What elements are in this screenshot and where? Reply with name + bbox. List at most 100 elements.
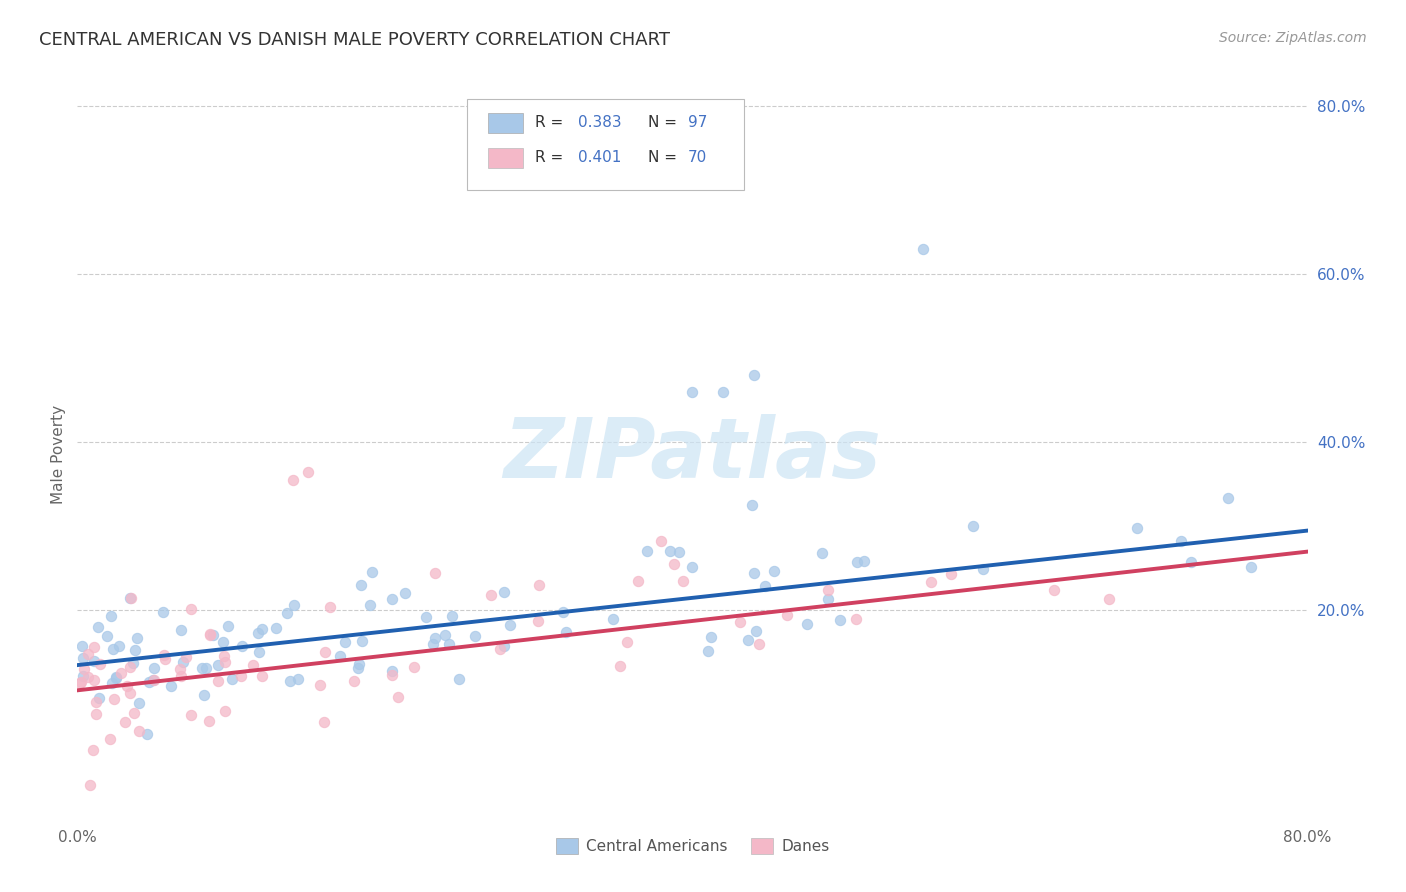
- Point: [180, 707, 202, 722]
- Point: [82, 743, 104, 757]
- Point: [742, 368, 765, 382]
- Text: 0.401: 0.401: [578, 151, 621, 165]
- Point: [264, 621, 287, 635]
- Point: [659, 544, 682, 558]
- Point: [214, 649, 236, 664]
- Text: N =: N =: [648, 151, 682, 165]
- Point: [817, 591, 839, 606]
- Point: [681, 559, 703, 574]
- Point: [343, 673, 366, 688]
- Point: [104, 672, 127, 686]
- Point: [441, 609, 464, 624]
- Point: [283, 598, 305, 612]
- Point: [83, 640, 105, 654]
- Point: [98, 731, 121, 746]
- Point: [77, 670, 100, 684]
- Point: [1126, 521, 1149, 535]
- Point: [422, 637, 444, 651]
- Point: [748, 637, 770, 651]
- Point: [198, 628, 221, 642]
- Point: [69, 675, 91, 690]
- Point: [333, 634, 356, 648]
- Legend: Central Americans, Danes: Central Americans, Danes: [550, 832, 835, 861]
- Point: [96, 630, 118, 644]
- Point: [250, 669, 273, 683]
- Text: CENTRAL AMERICAN VS DANISH MALE POVERTY CORRELATION CHART: CENTRAL AMERICAN VS DANISH MALE POVERTY …: [39, 31, 671, 49]
- Point: [176, 649, 198, 664]
- Point: [489, 642, 512, 657]
- Point: [143, 673, 166, 687]
- Point: [118, 659, 141, 673]
- Point: [214, 655, 236, 669]
- Point: [136, 727, 159, 741]
- Point: [170, 669, 193, 683]
- Point: [104, 670, 127, 684]
- Point: [141, 673, 163, 688]
- Text: Source: ZipAtlas.com: Source: ZipAtlas.com: [1219, 31, 1367, 45]
- Point: [845, 612, 868, 626]
- Point: [464, 629, 486, 643]
- Point: [115, 679, 138, 693]
- Point: [107, 639, 129, 653]
- Point: [817, 583, 839, 598]
- Point: [76, 647, 98, 661]
- Point: [527, 615, 550, 629]
- Point: [152, 606, 174, 620]
- Point: [127, 632, 149, 646]
- Point: [72, 651, 94, 665]
- Point: [124, 643, 146, 657]
- Point: [796, 616, 818, 631]
- Point: [89, 657, 111, 671]
- Point: [352, 634, 374, 648]
- Point: [492, 585, 515, 599]
- Point: [941, 566, 963, 581]
- FancyBboxPatch shape: [488, 148, 523, 169]
- Point: [439, 637, 461, 651]
- Point: [72, 669, 94, 683]
- Text: 0.383: 0.383: [578, 115, 621, 130]
- Point: [200, 627, 222, 641]
- Point: [242, 657, 264, 672]
- Point: [361, 565, 384, 579]
- Point: [190, 661, 212, 675]
- Point: [347, 657, 370, 672]
- Point: [425, 631, 447, 645]
- Point: [201, 628, 224, 642]
- Point: [281, 473, 304, 487]
- Point: [1218, 491, 1240, 505]
- Point: [394, 586, 416, 600]
- Point: [920, 575, 942, 590]
- Point: [231, 668, 253, 682]
- Point: [114, 714, 136, 729]
- Point: [742, 566, 765, 580]
- Point: [180, 602, 202, 616]
- Point: [314, 715, 336, 730]
- Point: [172, 655, 194, 669]
- Point: [1180, 555, 1202, 569]
- Point: [962, 519, 984, 533]
- Point: [499, 617, 522, 632]
- Point: [415, 610, 437, 624]
- Point: [381, 664, 404, 678]
- Point: [741, 498, 763, 512]
- Text: ZIPatlas: ZIPatlas: [503, 415, 882, 495]
- Point: [329, 648, 352, 663]
- Point: [711, 384, 734, 399]
- Point: [668, 545, 690, 559]
- Y-axis label: Male Poverty: Male Poverty: [51, 405, 66, 505]
- Point: [153, 648, 176, 662]
- Point: [492, 640, 515, 654]
- Point: [84, 707, 107, 722]
- Point: [101, 675, 124, 690]
- Point: [404, 659, 426, 673]
- Point: [359, 599, 381, 613]
- Point: [609, 658, 631, 673]
- Point: [89, 691, 111, 706]
- Point: [73, 662, 96, 676]
- Point: [276, 606, 298, 620]
- Point: [972, 562, 994, 576]
- Point: [195, 661, 218, 675]
- Point: [745, 624, 768, 639]
- Point: [193, 688, 215, 702]
- Point: [100, 608, 122, 623]
